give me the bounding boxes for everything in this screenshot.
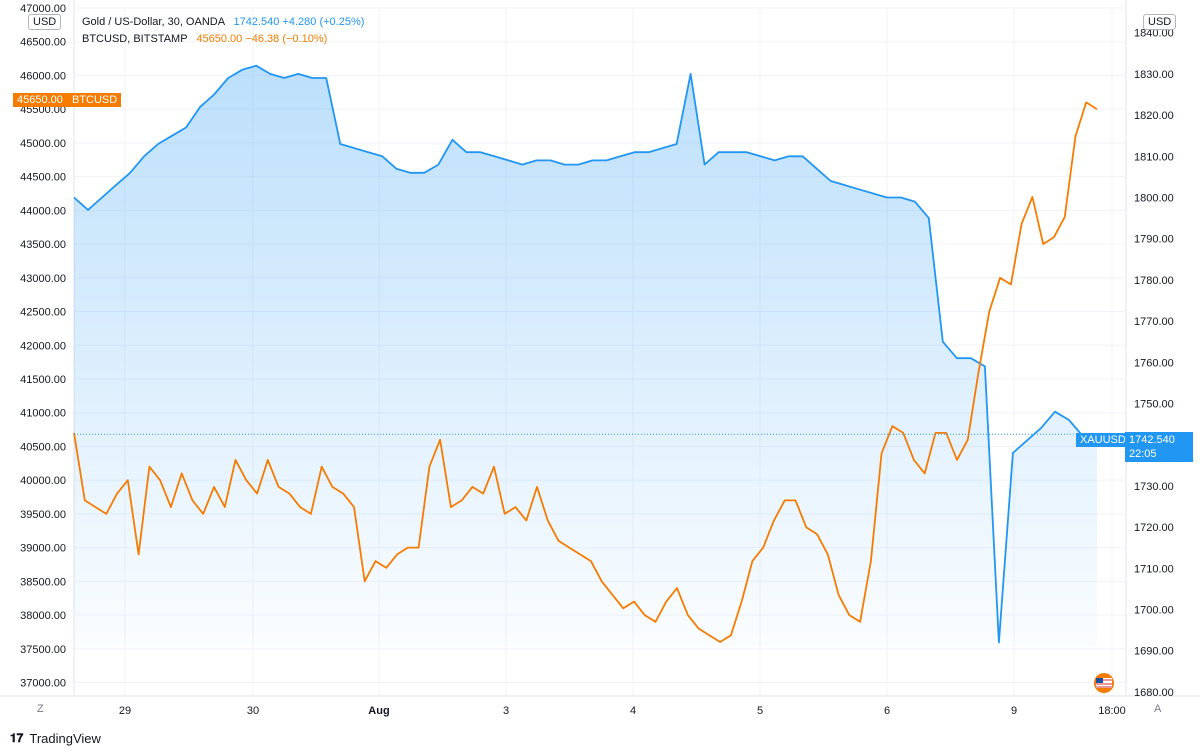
gold-countdown: 22:05 (1129, 448, 1157, 460)
legend-gold[interactable]: Gold / US-Dollar, 30, OANDA 1742.540 +4.… (82, 16, 364, 28)
gold-price-tag: 1742.540 22:05 (1125, 432, 1193, 462)
left-tick-label: 39000.00 (20, 543, 66, 555)
left-tick-label: 38000.00 (20, 610, 66, 622)
btc-price-tag-value: 45650.00 (17, 94, 63, 106)
calendar-flag-icon[interactable] (1090, 672, 1118, 694)
right-tick-label: 1820.00 (1134, 110, 1174, 122)
x-tick-label: 9 (1011, 705, 1017, 717)
gold-line (73, 64, 1098, 644)
gold-series-line (73, 64, 1098, 644)
tradingview-logo-icon: 𝟏𝟕 (10, 731, 24, 745)
right-axis-ticks: 1680.00 1690.00 1700.00 1710.00 1720.00 1730.… (1134, 28, 1174, 699)
left-tick-label: 40500.00 (20, 441, 66, 453)
left-tick-label: 47000.00 (20, 3, 66, 15)
left-axis-ticks: 37000.00 37500.00 38000.00 38500.00 39000.00… (20, 3, 66, 690)
left-tick-label: 44500.00 (20, 172, 66, 184)
x-axis-ticks: 29 30 Aug 3 4 5 6 9 18:00 (119, 705, 1126, 717)
legend-btc-name: BTCUSD, BITSTAMP (82, 33, 188, 45)
left-tick-label: 42000.00 (20, 340, 66, 352)
right-tick-label: 1680.00 (1134, 687, 1174, 699)
gold-price-tag-value: 1742.540 (1129, 434, 1175, 446)
left-tick-label: 37500.00 (20, 644, 66, 656)
left-tick-label: 42500.00 (20, 307, 66, 319)
btc-price-tag: 45650.00 BTCUSD (13, 93, 122, 107)
x-tick-label: 3 (503, 705, 509, 717)
x-tick-label: 30 (247, 705, 259, 717)
btc-line (73, 101, 1098, 643)
right-tick-label: 1800.00 (1134, 193, 1174, 205)
right-tick-label: 1770.00 (1134, 316, 1174, 328)
x-tick-label: 18:00 (1098, 705, 1126, 717)
left-tick-label: 41000.00 (20, 408, 66, 420)
legend-btc[interactable]: BTCUSD, BITSTAMP 45650.00 −46.38 (−0.10%… (82, 33, 327, 45)
tradingview-brand: TradingView (29, 731, 101, 746)
left-tick-label: 45000.00 (20, 138, 66, 150)
left-tick-label: 45500.00 (20, 104, 66, 116)
gold-area-fill (74, 65, 1097, 646)
right-tick-label: 1750.00 (1134, 398, 1174, 410)
legend-btc-value: 45650.00 −46.38 (−0.10%) (196, 33, 328, 45)
right-tick-label: 1700.00 (1134, 604, 1174, 616)
left-axis-mode-button[interactable]: Z (37, 703, 44, 715)
x-tick-label: 5 (757, 705, 763, 717)
footer-branding[interactable]: 𝟏𝟕 TradingView (10, 731, 101, 746)
left-tick-label: 44000.00 (20, 205, 66, 217)
gold-symbol-tag: XAUUSD (1076, 433, 1130, 447)
right-tick-label: 1810.00 (1134, 151, 1174, 163)
left-tick-label: 46000.00 (20, 70, 66, 82)
legend-gold-value: 1742.540 +4.280 (+0.25%) (233, 16, 365, 28)
x-tick-label: Aug (368, 705, 389, 717)
right-tick-label: 1780.00 (1134, 275, 1174, 287)
left-tick-label: 46500.00 (20, 37, 66, 49)
right-axis-unit[interactable]: USD (1143, 14, 1177, 30)
left-axis-unit[interactable]: USD (28, 14, 62, 30)
x-tick-label: 6 (884, 705, 890, 717)
legend-gold-name: Gold / US-Dollar, 30, OANDA (82, 16, 225, 28)
right-tick-label: 1720.00 (1134, 522, 1174, 534)
right-tick-label: 1710.00 (1134, 563, 1174, 575)
right-tick-label: 1760.00 (1134, 357, 1174, 369)
left-tick-label: 37000.00 (20, 678, 66, 690)
right-tick-label: 1730.00 (1134, 481, 1174, 493)
left-tick-label: 40000.00 (20, 475, 66, 487)
gold-area (74, 65, 1097, 646)
right-tick-label: 1690.00 (1134, 646, 1174, 658)
right-tick-label: 1830.00 (1134, 69, 1174, 81)
btc-price-tag-label: BTCUSD (71, 94, 118, 106)
left-tick-label: 38500.00 (20, 576, 66, 588)
left-tick-label: 39500.00 (20, 509, 66, 521)
left-tick-label: 41500.00 (20, 374, 66, 386)
right-tick-label: 1840.00 (1134, 28, 1174, 40)
right-axis-mode-button[interactable]: A (1154, 703, 1162, 715)
btc-series-line (73, 101, 1098, 643)
left-tick-label: 43500.00 (20, 239, 66, 251)
left-tick-label: 43000.00 (20, 273, 66, 285)
right-tick-label: 1790.00 (1134, 234, 1174, 246)
x-tick-label: 4 (630, 705, 636, 717)
x-tick-label: 29 (119, 705, 131, 717)
